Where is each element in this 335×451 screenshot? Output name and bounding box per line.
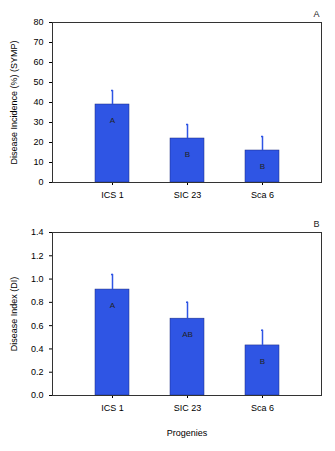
svg-text:0.6: 0.6 (31, 321, 44, 331)
svg-text:B: B (260, 357, 265, 366)
svg-text:20: 20 (33, 137, 43, 147)
svg-text:80: 80 (33, 17, 43, 27)
svg-text:50: 50 (33, 77, 43, 87)
svg-text:A: A (110, 301, 116, 310)
svg-text:SIC 23: SIC 23 (174, 403, 202, 413)
svg-text:10: 10 (33, 157, 43, 167)
svg-text:ICS 1: ICS 1 (101, 403, 124, 413)
svg-text:0.0: 0.0 (31, 390, 44, 400)
svg-text:B: B (185, 150, 190, 159)
svg-text:Disease Incidence (%) (SYMP): Disease Incidence (%) (SYMP) (9, 40, 19, 164)
svg-text:B: B (313, 219, 319, 229)
svg-text:0.4: 0.4 (31, 344, 44, 354)
svg-text:A: A (313, 9, 319, 19)
svg-text:60: 60 (33, 57, 43, 67)
svg-text:Disease Index (DI): Disease Index (DI) (9, 277, 19, 352)
svg-text:Progenies: Progenies (167, 428, 208, 438)
svg-text:AB: AB (182, 330, 193, 339)
svg-text:30: 30 (33, 117, 43, 127)
svg-text:70: 70 (33, 37, 43, 47)
svg-text:A: A (110, 116, 116, 125)
svg-text:1.2: 1.2 (31, 251, 44, 261)
svg-text:0.8: 0.8 (31, 297, 44, 307)
svg-text:40: 40 (33, 97, 43, 107)
svg-text:ICS 1: ICS 1 (101, 190, 124, 200)
svg-text:0: 0 (38, 177, 43, 187)
svg-text:Sca 6: Sca 6 (251, 403, 274, 413)
svg-text:B: B (260, 162, 265, 171)
svg-text:Sca 6: Sca 6 (251, 190, 274, 200)
svg-text:1.0: 1.0 (31, 274, 44, 284)
svg-text:1.4: 1.4 (31, 227, 44, 237)
svg-text:0.2: 0.2 (31, 367, 44, 377)
svg-text:SIC 23: SIC 23 (174, 190, 202, 200)
